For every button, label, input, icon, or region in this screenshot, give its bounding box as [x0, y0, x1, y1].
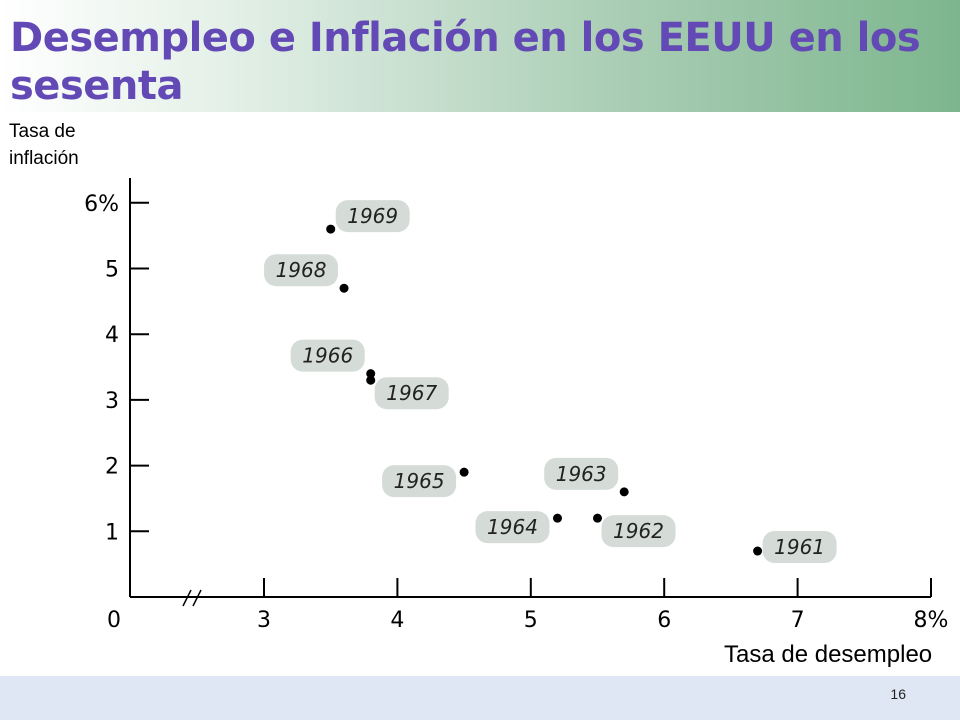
- point-label-pill: [290, 339, 365, 372]
- point-label-1967: 1967: [386, 381, 437, 405]
- point-label-1965: 1965: [394, 469, 445, 493]
- footer-band: [0, 676, 960, 720]
- point-label-pill: [264, 254, 339, 287]
- data-point-1967: [366, 375, 376, 385]
- point-label-pill: [382, 465, 457, 498]
- axis-break-mark: [182, 589, 192, 607]
- point-label-1969: 1969: [347, 204, 398, 228]
- data-points: [326, 224, 763, 556]
- chart-axes: 0 3 4 5 6 7 8% 1 2 3 4 5 6%: [84, 178, 948, 633]
- slide-title: Desempleo e Inflación en los EEUU en los…: [10, 15, 921, 109]
- point-labels: 1961 1962 1963 1964 1965 1966 1967 1968 1969: [264, 200, 837, 564]
- y-tick-label: 2: [105, 455, 119, 480]
- point-label-pill: [601, 515, 676, 548]
- data-point-1968: [339, 283, 349, 293]
- point-label-1961: 1961: [774, 535, 825, 559]
- data-point-1965: [459, 467, 469, 477]
- point-label-1964: 1964: [487, 515, 538, 539]
- x-tick-label: 3: [257, 608, 271, 633]
- x-tick-label: 5: [524, 608, 538, 633]
- point-label-1966: 1966: [302, 344, 353, 368]
- x-tick-label: 7: [791, 608, 805, 633]
- y-tick-label: 5: [105, 258, 119, 283]
- axis-break-mark: [192, 589, 202, 607]
- point-label-pill: [544, 457, 619, 490]
- y-tick-label: 3: [105, 389, 119, 414]
- y-tick-label: 1: [105, 520, 119, 545]
- point-label-1963: 1963: [556, 462, 607, 486]
- title-band: [0, 0, 960, 112]
- data-point-1963: [619, 487, 629, 497]
- point-label-1968: 1968: [276, 258, 327, 282]
- point-label-pill: [374, 377, 449, 410]
- data-point-1962: [593, 513, 602, 523]
- data-point-1961: [753, 546, 763, 556]
- point-label-pill: [335, 200, 410, 233]
- x-axis-label: Tasa de desempleo: [724, 641, 933, 668]
- data-point-1969: [326, 224, 336, 234]
- point-label-pill: [762, 531, 837, 564]
- x-tick-label: 4: [390, 608, 404, 633]
- y-axis-label: Tasa de inflación: [9, 121, 79, 169]
- x-tick-label: 8%: [914, 608, 949, 633]
- y-tick-label: 4: [105, 323, 119, 348]
- page-number: 16: [890, 686, 906, 702]
- point-label-pill: [475, 511, 550, 544]
- data-point-1964: [552, 513, 562, 523]
- data-point-1966: [366, 369, 376, 379]
- y-tick-label: 6%: [84, 192, 119, 217]
- point-label-1962: 1962: [613, 519, 664, 543]
- x-tick-label: 6: [657, 608, 671, 633]
- x-tick-label-origin: 0: [107, 608, 121, 633]
